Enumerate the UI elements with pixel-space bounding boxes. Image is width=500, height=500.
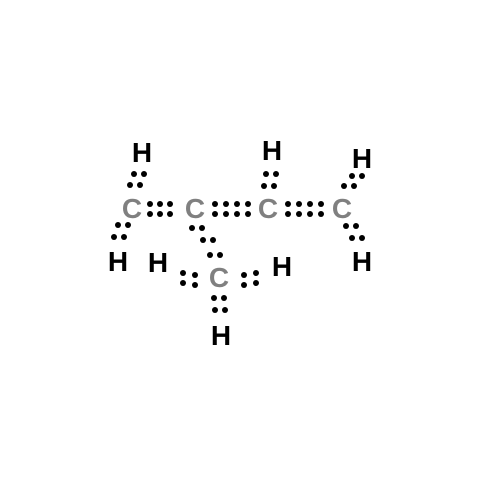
electron-dot [253, 270, 259, 276]
electron-dot [245, 201, 251, 207]
electron-dot [131, 171, 137, 177]
electron-dot [261, 183, 267, 189]
electron-dot [157, 211, 163, 217]
atom-C3: C [258, 195, 278, 223]
electron-dot [192, 282, 198, 288]
electron-dot [271, 183, 277, 189]
atom-H_C1_up: H [132, 139, 152, 167]
electron-dot [222, 307, 228, 313]
electron-dot [211, 295, 217, 301]
electron-dot [241, 272, 247, 278]
electron-dot [189, 225, 195, 231]
electron-dot [137, 182, 143, 188]
electron-dot [318, 201, 324, 207]
electron-dot [221, 295, 227, 301]
electron-dot [125, 222, 131, 228]
electron-dot [349, 173, 355, 179]
electron-dot [351, 183, 357, 189]
electron-dot [180, 280, 186, 286]
electron-dot [147, 211, 153, 217]
atom-H_C3_up: H [262, 137, 282, 165]
electron-dot [167, 211, 173, 217]
atom-H_C4_up: H [352, 145, 372, 173]
electron-dot [296, 201, 302, 207]
atom-H_C1_dn: H [108, 248, 128, 276]
electron-dot [241, 282, 247, 288]
electron-dot [359, 235, 365, 241]
electron-dot [212, 211, 218, 217]
atom-H_C4_dn: H [352, 248, 372, 276]
atom-C5: C [209, 264, 229, 292]
electron-dot [115, 222, 121, 228]
electron-dot [157, 201, 163, 207]
electron-dot [167, 201, 173, 207]
electron-dot [234, 201, 240, 207]
electron-dot [217, 252, 223, 258]
electron-dot [343, 223, 349, 229]
atom-H_C5_r: H [272, 253, 292, 281]
electron-dot [296, 211, 302, 217]
electron-dot [285, 201, 291, 207]
electron-dot [127, 182, 133, 188]
electron-dot [111, 234, 117, 240]
atom-C1: C [122, 195, 142, 223]
electron-dot [199, 225, 205, 231]
electron-dot [285, 211, 291, 217]
electron-dot [353, 223, 359, 229]
electron-dot [263, 171, 269, 177]
electron-dot [212, 201, 218, 207]
electron-dot [359, 173, 365, 179]
electron-dot [147, 201, 153, 207]
electron-dot [207, 252, 213, 258]
atom-C4: C [332, 195, 352, 223]
electron-dot [349, 235, 355, 241]
lewis-structure-diagram: CCCCCHHHHHHHH [0, 0, 500, 500]
electron-dot [341, 183, 347, 189]
electron-dot [307, 211, 313, 217]
electron-dot [318, 211, 324, 217]
electron-dot [253, 280, 259, 286]
atom-H_C5_dn: H [211, 322, 231, 350]
atom-H_C5_l: H [148, 249, 168, 277]
electron-dot [210, 237, 216, 243]
electron-dot [180, 270, 186, 276]
electron-dot [307, 201, 313, 207]
electron-dot [223, 201, 229, 207]
electron-dot [245, 211, 251, 217]
electron-dot [234, 211, 240, 217]
electron-dot [223, 211, 229, 217]
electron-dot [141, 171, 147, 177]
electron-dot [212, 307, 218, 313]
electron-dot [273, 171, 279, 177]
electron-dot [121, 234, 127, 240]
atom-C2: C [185, 195, 205, 223]
electron-dot [200, 237, 206, 243]
electron-dot [192, 272, 198, 278]
